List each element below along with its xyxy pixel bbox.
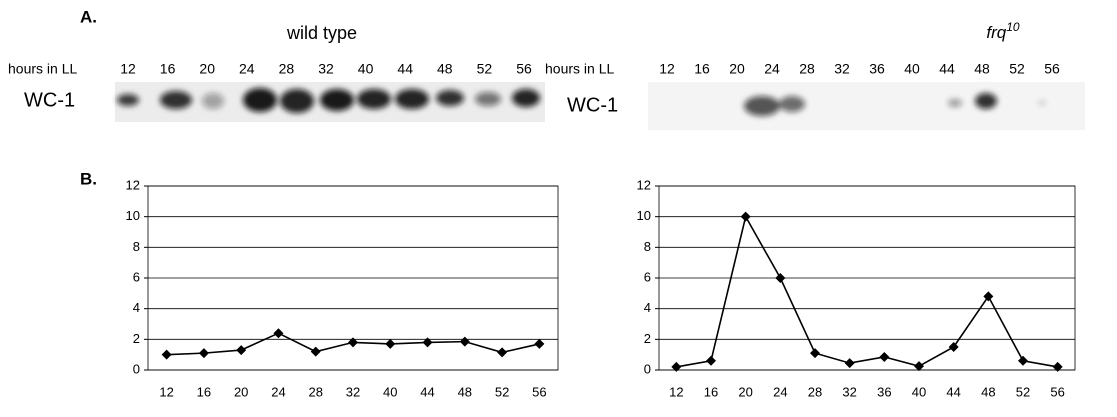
blot-title: frq10 — [986, 20, 1020, 42]
x-tick-label: 16 — [704, 384, 718, 399]
x-tick-label: 52 — [1016, 384, 1030, 399]
lane-label: 40 — [358, 61, 374, 77]
lane-label: 44 — [939, 61, 955, 77]
lane-label: 24 — [239, 61, 255, 77]
data-point — [741, 212, 751, 222]
figure: A. B. wild type frq10 hours in LL hours … — [0, 0, 1117, 412]
x-tick-label: 40 — [912, 384, 926, 399]
lane-label: 48 — [437, 61, 453, 77]
lane-label: 20 — [199, 61, 215, 77]
data-point — [534, 339, 544, 349]
data-point — [199, 348, 209, 358]
data-point — [671, 362, 681, 372]
data-point — [423, 337, 433, 347]
data-point — [162, 350, 172, 360]
x-tick-label: 20 — [234, 384, 248, 399]
lane-label: 32 — [318, 61, 334, 77]
blot-title: wild type — [286, 23, 357, 43]
title-text: frq — [986, 23, 1006, 42]
x-tick-label: 24 — [271, 384, 285, 399]
y-tick-label: 0 — [133, 361, 140, 376]
lane-label: 32 — [834, 61, 850, 77]
blot-image — [115, 82, 545, 122]
y-tick-label: 6 — [644, 269, 651, 284]
y-tick-label: 6 — [133, 269, 140, 284]
data-point — [311, 347, 321, 357]
x-tick-label: 36 — [877, 384, 891, 399]
x-tick-label: 28 — [808, 384, 822, 399]
x-tick-label: 20 — [738, 384, 752, 399]
lane-label: 36 — [869, 61, 885, 77]
y-tick-label: 8 — [644, 239, 651, 254]
row-label: hours in LL — [545, 61, 614, 77]
x-tick-label: 44 — [946, 384, 960, 399]
data-line — [676, 217, 1057, 367]
y-tick-label: 0 — [644, 361, 651, 376]
data-point — [810, 348, 820, 358]
y-tick-label: 2 — [133, 331, 140, 346]
y-tick-label: 2 — [644, 331, 651, 346]
data-point — [706, 356, 716, 366]
x-tick-label: 16 — [197, 384, 211, 399]
x-tick-label: 48 — [981, 384, 995, 399]
lane-label: 16 — [694, 61, 710, 77]
data-point — [348, 337, 358, 347]
data-point — [1018, 356, 1028, 366]
data-point — [460, 337, 470, 347]
x-tick-label: 40 — [383, 384, 397, 399]
lane-label: 12 — [659, 61, 675, 77]
x-tick-label: 56 — [532, 384, 546, 399]
blot-image — [648, 82, 1085, 130]
x-tick-label: 28 — [308, 384, 322, 399]
lane-label: 52 — [1009, 61, 1025, 77]
x-tick-label: 32 — [842, 384, 856, 399]
lane-label: 16 — [160, 61, 176, 77]
data-point — [983, 291, 993, 301]
y-tick-label: 4 — [644, 300, 651, 315]
x-tick-label: 48 — [458, 384, 472, 399]
x-tick-label: 12 — [159, 384, 173, 399]
panel-label: A. — [80, 7, 97, 26]
data-point — [497, 347, 507, 357]
data-point — [845, 358, 855, 368]
data-point — [236, 345, 246, 355]
lane-label: 12 — [120, 61, 136, 77]
lane-label: 28 — [279, 61, 295, 77]
lane-label: 56 — [1044, 61, 1060, 77]
y-tick-label: 8 — [133, 239, 140, 254]
x-tick-label: 32 — [346, 384, 360, 399]
lane-label: 40 — [904, 61, 920, 77]
panel-label: B. — [80, 169, 97, 188]
data-point — [775, 273, 785, 283]
lane-label: 28 — [799, 61, 815, 77]
y-tick-label: 12 — [637, 177, 651, 192]
band-label: WC-1 — [567, 94, 618, 116]
lane-label: 44 — [397, 61, 413, 77]
x-tick-label: 24 — [773, 384, 787, 399]
y-tick-label: 4 — [133, 300, 140, 315]
lane-label: 52 — [477, 61, 493, 77]
lane-label: 48 — [974, 61, 990, 77]
lane-label: 20 — [729, 61, 745, 77]
data-point — [385, 339, 395, 349]
data-point — [1053, 362, 1063, 372]
row-label: hours in LL — [8, 61, 77, 77]
x-tick-label: 44 — [420, 384, 434, 399]
x-tick-label: 56 — [1050, 384, 1064, 399]
y-tick-label: 10 — [126, 208, 140, 223]
x-tick-label: 12 — [669, 384, 683, 399]
y-tick-label: 10 — [637, 208, 651, 223]
title-superscript: 10 — [1006, 20, 1020, 34]
x-tick-label: 52 — [495, 384, 509, 399]
band-label: WC-1 — [24, 89, 75, 111]
data-point — [949, 342, 959, 352]
y-tick-label: 12 — [126, 177, 140, 192]
lane-label: 24 — [764, 61, 780, 77]
lane-label: 56 — [516, 61, 532, 77]
data-point — [879, 352, 889, 362]
data-point — [273, 328, 283, 338]
